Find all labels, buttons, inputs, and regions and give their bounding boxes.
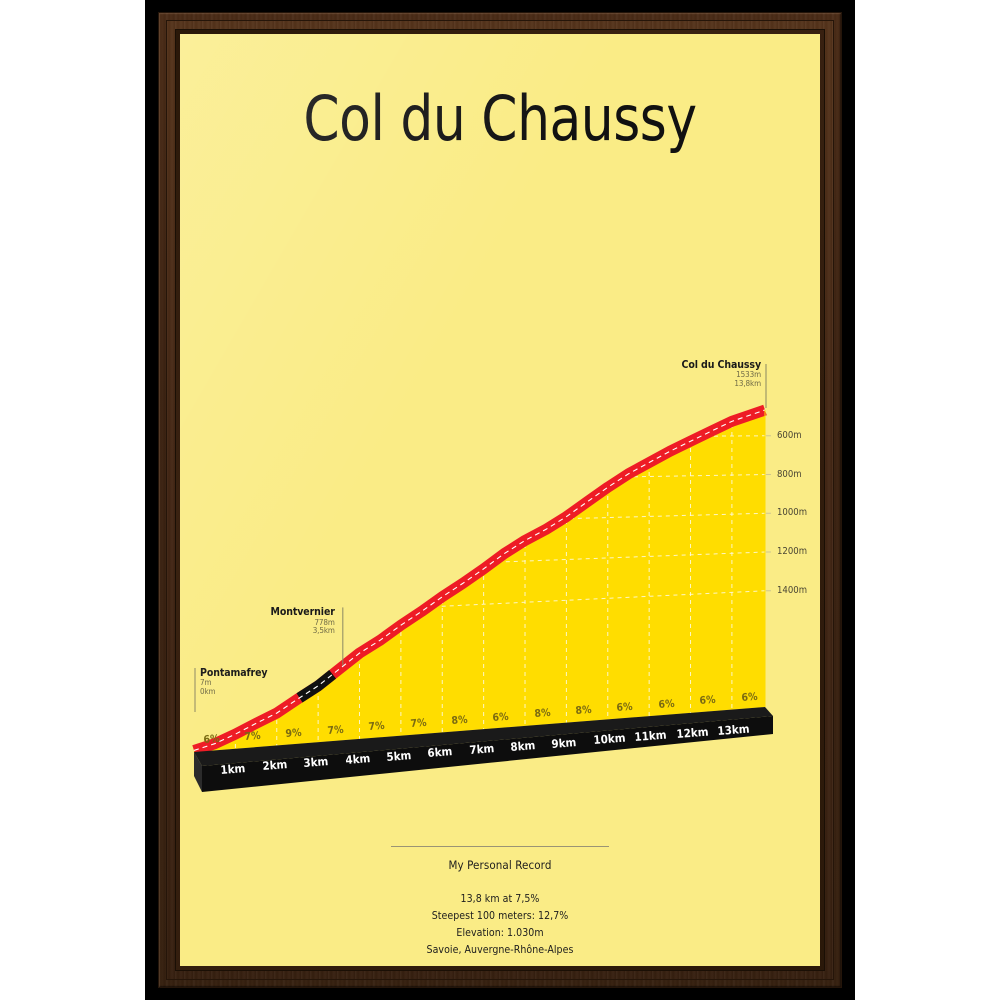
marker-distance: 0km (200, 686, 216, 696)
tunnel-segment (296, 670, 337, 703)
footer-divider (391, 846, 609, 847)
gradient-segment-label: 6% (202, 733, 220, 747)
gradient-segment-label: 7% (409, 716, 427, 731)
marker-name: Col du Chaussy (681, 359, 762, 371)
distance-tick-label: 12km (675, 724, 709, 741)
gradient-segment-label: 6% (616, 700, 634, 714)
distance-tick-label: 1km (220, 760, 247, 777)
marker-elevation: 1533m (736, 370, 761, 380)
elevation-axis-label: 1200m (777, 546, 808, 557)
axis-bar-side-face (194, 752, 202, 792)
marker-label-col-du-chaussy: Col du Chaussy 1533m 13,8km (659, 359, 762, 388)
poster-footer: My Personal Record 13,8 km at 7,5% Steep… (180, 846, 820, 959)
road-centre-line (193, 409, 766, 751)
axis-bar-top-face (194, 707, 773, 766)
distance-tick-label: 7km (468, 741, 495, 758)
distance-tick-label: 2km (261, 757, 288, 774)
marker-name: Montvernier (270, 606, 335, 619)
marker-distance: 13,8km (734, 378, 761, 388)
distance-tick-label: 13km (716, 721, 750, 738)
distance-tick-label: 5km (385, 747, 412, 764)
distance-axis-bar (194, 707, 773, 792)
elevation-axis-label: 1400m (777, 584, 808, 596)
footer-headline: My Personal Record (448, 858, 552, 872)
marker-label-montvernier: Montvernier 778m 3,5km (235, 607, 335, 635)
gradient-segment-label: 7% (244, 729, 262, 744)
footer-stat-region: Savoie, Auvergne-Rhône-Alpes (426, 944, 574, 956)
climb-profile-chart: Pontamafrey 7m 0km Montvernier 778m 3,5k… (180, 34, 820, 966)
elevation-axis-label: 1000m (777, 507, 808, 519)
distance-tick-label: 9km (551, 734, 578, 751)
elevation-tick-marks (766, 435, 771, 592)
footer-stat-steepest: Steepest 100 meters: 12,7% (431, 910, 569, 922)
distance-tick-label: 8km (509, 737, 536, 754)
gradient-segment-label: 6% (657, 697, 675, 711)
climb-profile-svg (192, 364, 773, 792)
axis-bar-front-face (202, 716, 773, 792)
marker-elevation: 778m (314, 617, 335, 627)
marker-name: Pontamafrey (200, 667, 268, 679)
gradient-segment-label: 6% (492, 710, 510, 724)
marker-leader-lines (194, 364, 767, 712)
gradient-segment-label: 9% (285, 726, 303, 740)
gradient-segment-label: 7% (326, 723, 344, 737)
distance-tick-label: 4km (344, 751, 371, 767)
gradient-segment-label: 8% (450, 713, 468, 727)
marker-label-pontamafrey: Pontamafrey 7m 0km (200, 667, 268, 696)
poster-canvas: Col du Chaussy (180, 34, 820, 966)
gradient-segment-label: 6% (699, 694, 717, 708)
marker-elevation: 7m (200, 678, 212, 688)
page-title: Col du Chaussy (303, 82, 697, 155)
gradient-segment-label: 8% (575, 703, 593, 718)
gradient-segment-label: 8% (533, 707, 551, 721)
footer-stat-distance: 13,8 km at 7,5% (460, 893, 540, 905)
gradient-segment-label: 6% (740, 690, 758, 704)
elevation-axis-label: 600m (777, 429, 802, 441)
footer-stat-elevation: Elevation: 1.030m (456, 927, 544, 939)
marker-distance: 3,5km (312, 626, 335, 636)
gradient-segment-label: 7% (368, 720, 386, 734)
elevation-axis-label: 800m (777, 468, 802, 480)
distance-tick-label: 6km (427, 744, 454, 761)
distance-tick-label: 3km (303, 754, 329, 771)
distance-tick-label: 11km (634, 727, 668, 745)
profile-area-fill (194, 410, 765, 752)
